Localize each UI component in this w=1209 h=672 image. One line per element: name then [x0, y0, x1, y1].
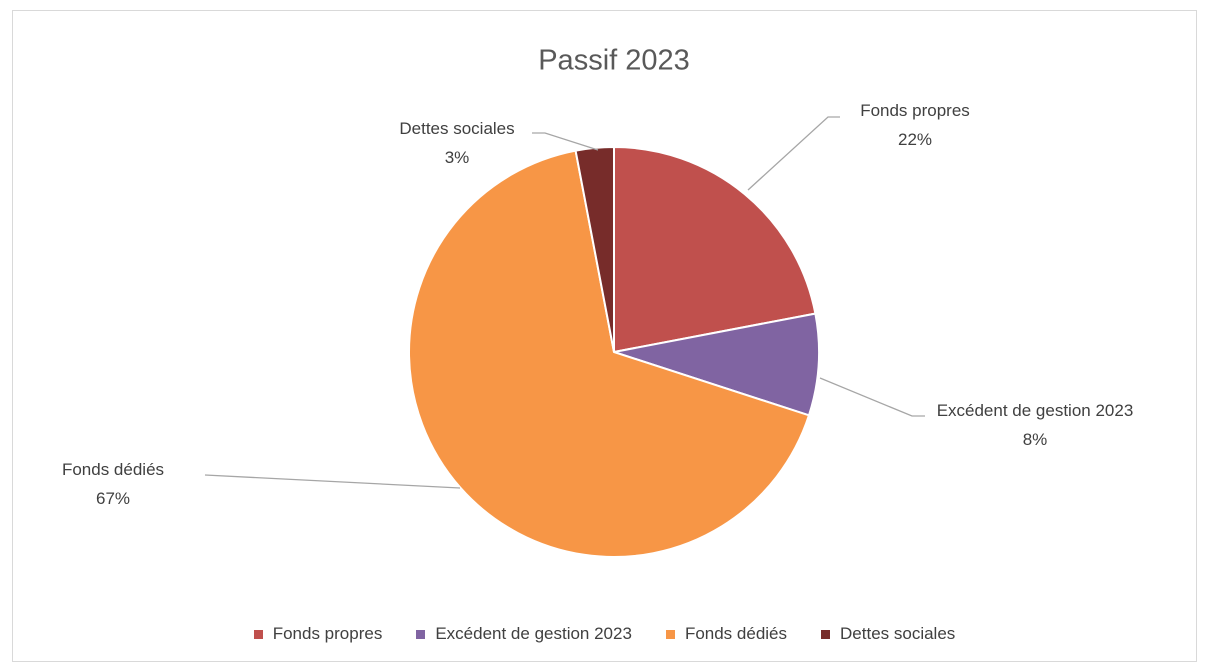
- legend-item: Fonds dédiés: [665, 624, 788, 644]
- data-label: Dettes sociales 3%: [357, 114, 557, 172]
- pie-slice: [613, 145, 817, 354]
- legend-label: Fonds propres: [272, 624, 383, 643]
- data-label: Fonds propres 22%: [815, 96, 1015, 154]
- legend-item: Excédent de gestion 2023: [416, 624, 632, 644]
- data-label: Excédent de gestion 2023 8%: [925, 396, 1145, 454]
- data-label-category: Fonds dédiés: [61, 460, 165, 479]
- leader-line: [747, 116, 840, 191]
- legend-item: Fonds propres: [253, 624, 383, 644]
- data-label-category: Dettes sociales: [399, 119, 515, 138]
- legend-label: Fonds dédiés: [684, 624, 788, 643]
- legend-swatch: [416, 629, 426, 639]
- data-label-category: Excédent de gestion 2023: [936, 401, 1134, 420]
- legend-swatch: [821, 629, 831, 639]
- legend-label: Dettes sociales: [840, 624, 956, 643]
- pie-slice: [408, 149, 811, 558]
- pie-slice: [613, 312, 820, 417]
- legend-item: Dettes sociales: [821, 624, 955, 644]
- data-label: Fonds dédiés 67%: [13, 455, 213, 513]
- pie-slice: [574, 145, 615, 353]
- data-label-value: 3%: [444, 148, 470, 167]
- leader-line: [819, 377, 925, 417]
- leader-line: [532, 132, 599, 151]
- chart-title: Passif 2023: [538, 45, 690, 77]
- legend: Fonds propres Excédent de gestion 2023 Fon…: [0, 624, 1209, 644]
- data-label-value: 22%: [897, 130, 933, 149]
- data-label-value: 67%: [95, 489, 131, 508]
- data-label-category: Fonds propres: [860, 101, 970, 120]
- data-label-value: 8%: [1022, 430, 1048, 449]
- leader-line: [204, 474, 461, 489]
- leader-lines: [204, 116, 925, 489]
- legend-label: Excédent de gestion 2023: [435, 624, 632, 643]
- legend-swatch: [665, 629, 675, 639]
- legend-swatch: [253, 629, 263, 639]
- pie: [408, 145, 820, 558]
